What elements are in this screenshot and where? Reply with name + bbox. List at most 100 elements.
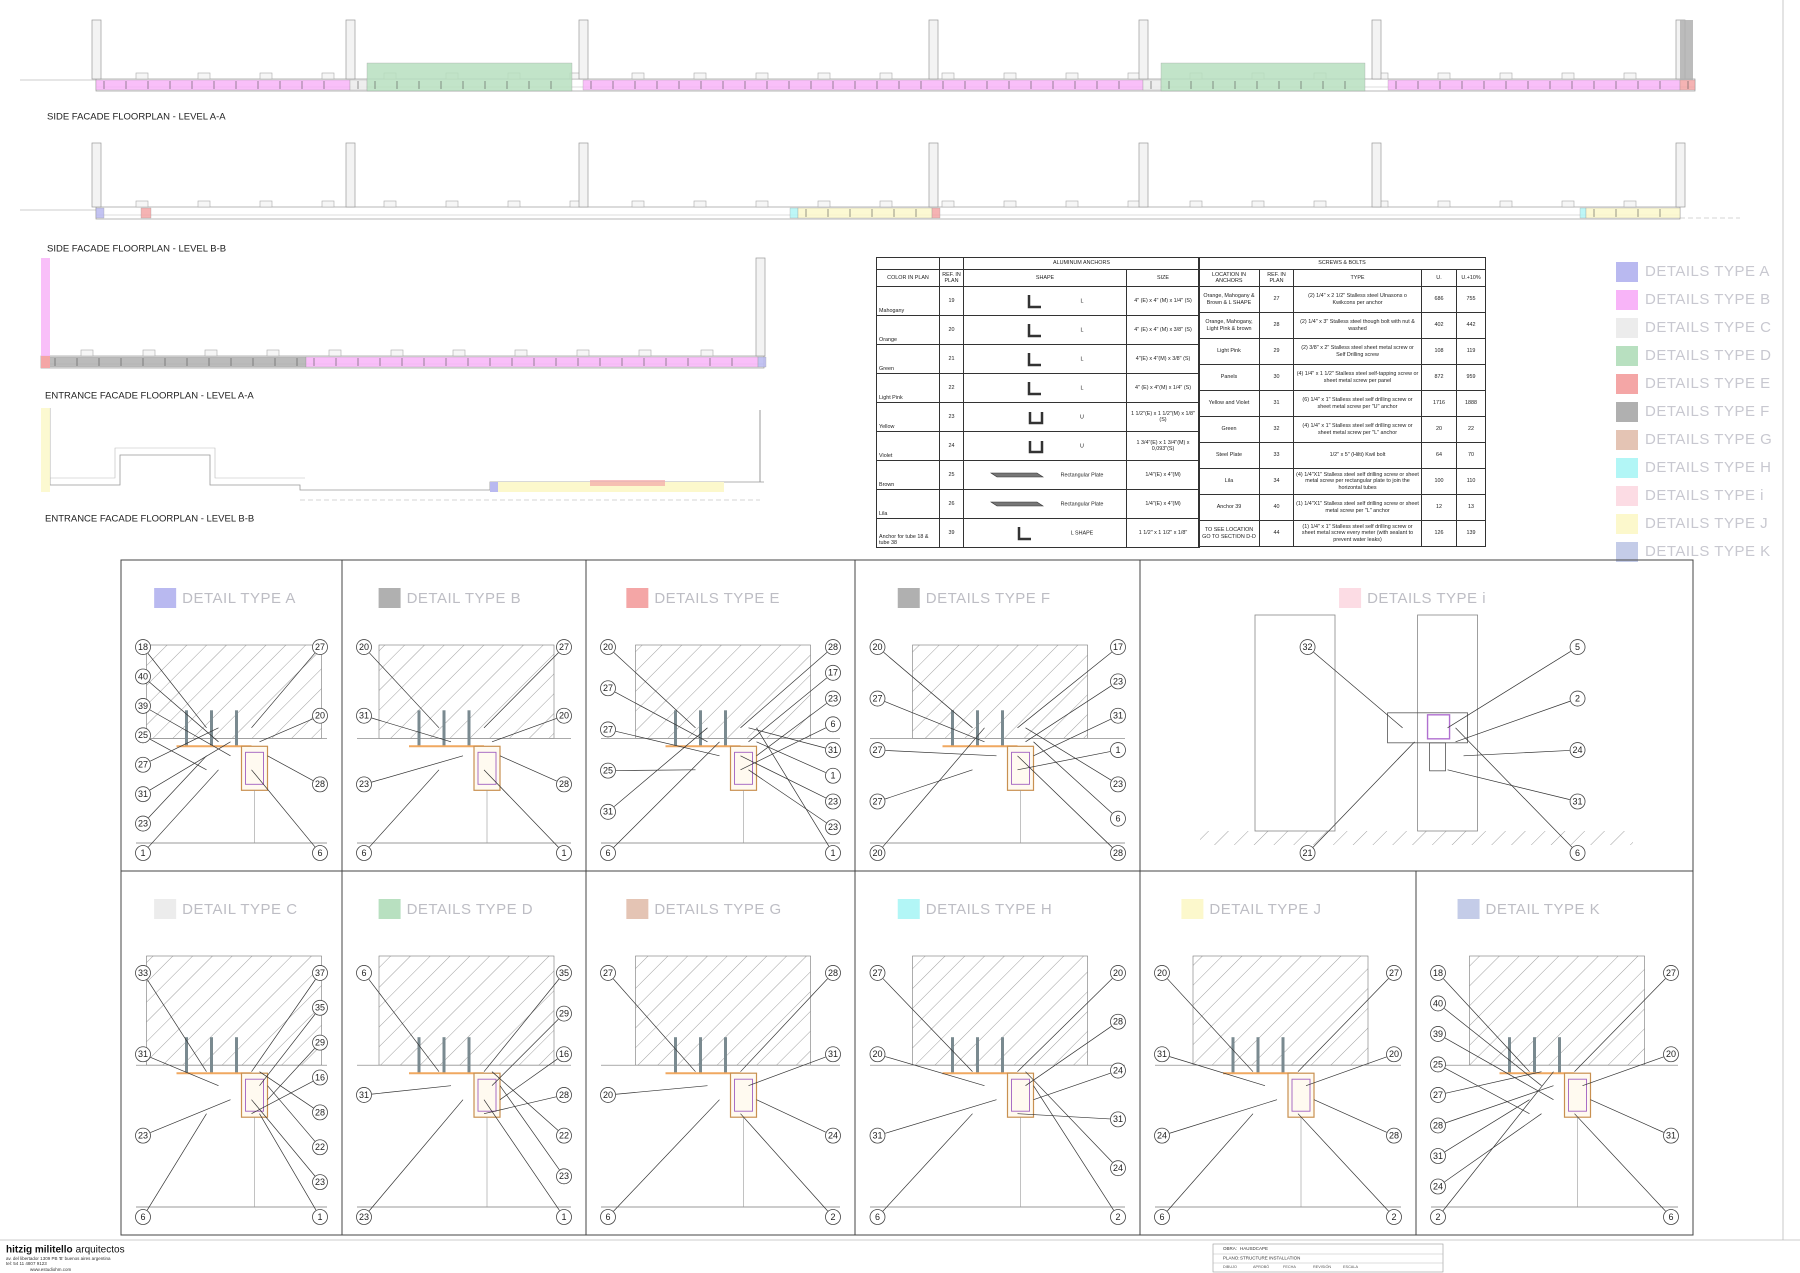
table-row: TO SEE LOCATION GO TO SECTION D-D 44 (1) 1… — [1198, 520, 1487, 547]
shape-cell: Rectangular Plate — [963, 489, 1127, 519]
shape-icon — [1027, 295, 1041, 309]
callout-number: 29 — [559, 1008, 569, 1018]
l-profile — [1017, 527, 1031, 541]
cell: 32 — [1259, 416, 1294, 443]
wall-bump — [445, 200, 459, 208]
column — [1675, 142, 1686, 208]
detail-strip — [46, 356, 307, 368]
leader-line — [251, 979, 316, 1072]
callout-number: 27 — [315, 642, 325, 652]
callout-circle — [1430, 1178, 1446, 1195]
leader-line — [1017, 978, 1113, 1072]
callout-number: 23 — [138, 1131, 148, 1141]
callout-circle — [825, 1127, 841, 1144]
leader-line — [483, 978, 560, 1072]
title-label: PLANO: — [1223, 1256, 1240, 1261]
cell: 755 — [1455, 286, 1487, 313]
table-row: Green 21 L 4"(E) x 4"(M) x 3/8" (S) — [876, 344, 1201, 374]
callout-number: 23 — [828, 822, 838, 832]
cell: 29 — [1259, 338, 1294, 365]
wall-bump — [452, 349, 466, 357]
detail-strip — [590, 480, 665, 486]
title-field: FECHA — [1283, 1265, 1296, 1269]
wall-bump — [941, 200, 955, 208]
leader-line — [1312, 741, 1415, 848]
callout-circle — [135, 1209, 151, 1225]
callout-circle — [312, 1034, 328, 1051]
callout-number: 31 — [1573, 796, 1583, 806]
callout-number: 31 — [828, 745, 838, 755]
wall-bump — [383, 200, 397, 208]
callout-number: 6 — [140, 1212, 145, 1222]
detail-swatch — [154, 588, 177, 608]
detail-strip — [582, 79, 1144, 91]
callout-circle — [825, 793, 841, 810]
callout-number: 27 — [872, 968, 882, 978]
detail-strip — [366, 62, 573, 92]
callout-circle — [356, 707, 372, 724]
cell: 119 — [1455, 338, 1487, 365]
callout-number: 27 — [1433, 1090, 1443, 1100]
callout-number: 2 — [1435, 1212, 1440, 1222]
callout-circle — [135, 1127, 151, 1144]
detail-swatch — [626, 899, 649, 919]
shape-label: L — [1080, 298, 1084, 305]
shape-cell: L — [963, 344, 1127, 374]
callout-circle — [135, 786, 151, 803]
callout-circle — [135, 727, 151, 744]
plan-title: SIDE FACADE FLOORPLAN - LEVEL A-A — [47, 112, 226, 123]
detail-strip — [95, 79, 351, 91]
cell: Green — [1198, 416, 1260, 443]
cell: Orange — [876, 315, 940, 345]
table-row: Light Pink 29 (2) 3/8" x 2" Stalless steel… — [1198, 338, 1487, 365]
callout-number: 39 — [138, 701, 148, 711]
callout-circle — [312, 707, 328, 724]
callout-circle — [825, 819, 841, 836]
wall-bump — [693, 72, 707, 80]
callout-number: 28 — [828, 968, 838, 978]
leader-line — [259, 718, 313, 743]
callout-number: 31 — [359, 711, 369, 721]
cell: Steel Plate — [1198, 442, 1260, 469]
callout-number: 1 — [140, 848, 145, 858]
wall-bump — [197, 72, 211, 80]
callout-circle — [556, 1087, 572, 1103]
callout-number: 23 — [828, 796, 838, 806]
callout-circle — [825, 965, 841, 981]
callout-number: 20 — [872, 1049, 882, 1059]
table-row: Violet 24 U 1 3/4"(E) x 1 3/4"(M) x 0,093"(… — [876, 431, 1201, 461]
detail-strip — [1160, 62, 1366, 92]
callout-number: 27 — [1666, 968, 1676, 978]
detail-title: DETAIL TYPE B — [407, 590, 522, 607]
callout-number: 2 — [1391, 1212, 1396, 1222]
wall-bump — [1561, 200, 1575, 208]
leader-line — [369, 652, 440, 729]
leader-line — [1444, 1008, 1542, 1086]
column — [345, 142, 356, 208]
callout-number: 40 — [1433, 998, 1443, 1008]
cell: 30 — [1259, 364, 1294, 391]
legend-swatch — [1616, 374, 1638, 394]
callout-number: 20 — [1157, 968, 1167, 978]
leader-line — [1025, 1071, 1113, 1163]
cell: 959 — [1455, 364, 1487, 391]
leader-line — [1582, 1056, 1664, 1087]
detail-strip — [1142, 79, 1162, 91]
hatch — [912, 644, 1088, 739]
leader-line — [1445, 1085, 1554, 1124]
column-header: LOCATION IN ANCHORS — [1198, 269, 1260, 287]
callout-circle — [1430, 1117, 1446, 1134]
table-row: Orange, Mahogany, Light Pink & brown 28 (2… — [1198, 312, 1487, 339]
shape-icon — [989, 472, 1044, 478]
legend-label: DETAILS TYPE C — [1645, 319, 1771, 336]
leader-line — [1017, 651, 1112, 729]
cell: 4" (E) x 4" (M) x 1/4" (S) — [1125, 286, 1201, 316]
detail-title: DETAILS TYPE D — [407, 901, 533, 918]
shape-cell: Rectangular Plate — [963, 460, 1127, 490]
callout-circle — [1299, 845, 1316, 861]
callout-circle — [1430, 1087, 1446, 1103]
wall-bump — [700, 349, 714, 357]
callout-number: 16 — [559, 1049, 569, 1059]
leader-line — [251, 769, 316, 848]
callout-circle — [1110, 742, 1126, 758]
